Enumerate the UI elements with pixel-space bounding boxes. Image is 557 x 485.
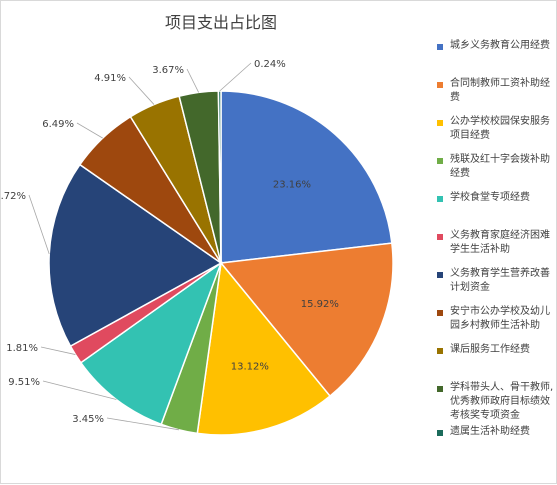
data-label: 15.92% — [301, 299, 339, 310]
pie-slice — [217, 90, 222, 264]
legend-label: 公办学校校园保安服务项目经费 — [450, 116, 550, 141]
data-label: 17.72% — [1, 191, 26, 202]
legend-label: 城乡义务教育公用经费 — [450, 40, 550, 51]
leader-line — [76, 122, 103, 139]
legend-swatch — [437, 120, 443, 126]
data-label: 9.51% — [8, 377, 40, 388]
pie-slice — [219, 242, 394, 398]
legend-item: 课后服务工作经费 — [437, 343, 555, 357]
leader-line — [219, 62, 252, 92]
legend-item: 残联及红十字会拨补助经费 — [437, 153, 555, 181]
leader-line — [128, 76, 155, 105]
legend-swatch — [437, 196, 443, 202]
legend-swatch — [437, 158, 443, 164]
legend-item: 学科带头人、骨干教师,优秀教师政府目标绩效考核奖专项资金 — [437, 381, 555, 423]
data-label: 1.81% — [6, 343, 38, 354]
leader-line — [42, 380, 117, 400]
legend-label: 课后服务工作经费 — [450, 344, 530, 355]
legend-item: 安宁市公办学校及幼儿园乡村教师生活补助 — [437, 305, 555, 333]
legend-item: 遗属生活补助经费 — [437, 425, 555, 439]
legend-swatch — [437, 272, 443, 278]
leader-line — [40, 346, 76, 355]
data-label: 3.45% — [72, 414, 104, 425]
data-label: 3.67% — [152, 65, 184, 76]
legend-item: 义务教育家庭经济困难学生生活补助 — [437, 229, 555, 257]
leader-line — [186, 68, 199, 93]
legend-label: 残联及红十字会拨补助经费 — [450, 154, 550, 179]
leader-line — [28, 194, 50, 255]
legend-item: 合同制教师工资补助经费 — [437, 77, 555, 105]
legend-swatch — [437, 44, 443, 50]
legend-swatch — [437, 430, 443, 436]
pie-slice — [220, 90, 393, 264]
legend-item: 城乡义务教育公用经费 — [437, 39, 555, 53]
legend-label: 义务教育学生营养改善计划资金 — [450, 268, 550, 293]
data-label: 4.91% — [94, 73, 126, 84]
legend-swatch — [437, 82, 443, 88]
legend-label: 合同制教师工资补助经费 — [450, 78, 550, 103]
legend-item: 义务教育学生营养改善计划资金 — [437, 267, 555, 295]
data-label: 6.49% — [42, 119, 74, 130]
legend-swatch — [437, 348, 443, 354]
data-label: 23.16% — [273, 179, 311, 190]
pie-slice — [196, 261, 332, 436]
legend-label: 义务教育家庭经济困难学生生活补助 — [450, 230, 550, 255]
legend-item: 公办学校校园保安服务项目经费 — [437, 115, 555, 143]
data-label: 13.12% — [231, 362, 269, 373]
legend-swatch — [437, 310, 443, 316]
legend-swatch — [437, 234, 443, 240]
legend-swatch — [437, 386, 443, 392]
chart-title: 项目支出占比图 — [164, 13, 277, 32]
leader-line — [106, 417, 180, 431]
legend-label: 学校食堂专项经费 — [450, 192, 530, 203]
legend-item: 学校食堂专项经费 — [437, 191, 555, 205]
legend-label: 遗属生活补助经费 — [450, 426, 530, 437]
legend-label: 学科带头人、骨干教师,优秀教师政府目标绩效考核奖专项资金 — [450, 382, 554, 421]
data-label: 0.24% — [254, 59, 286, 70]
legend-label: 安宁市公办学校及幼儿园乡村教师生活补助 — [450, 306, 550, 331]
